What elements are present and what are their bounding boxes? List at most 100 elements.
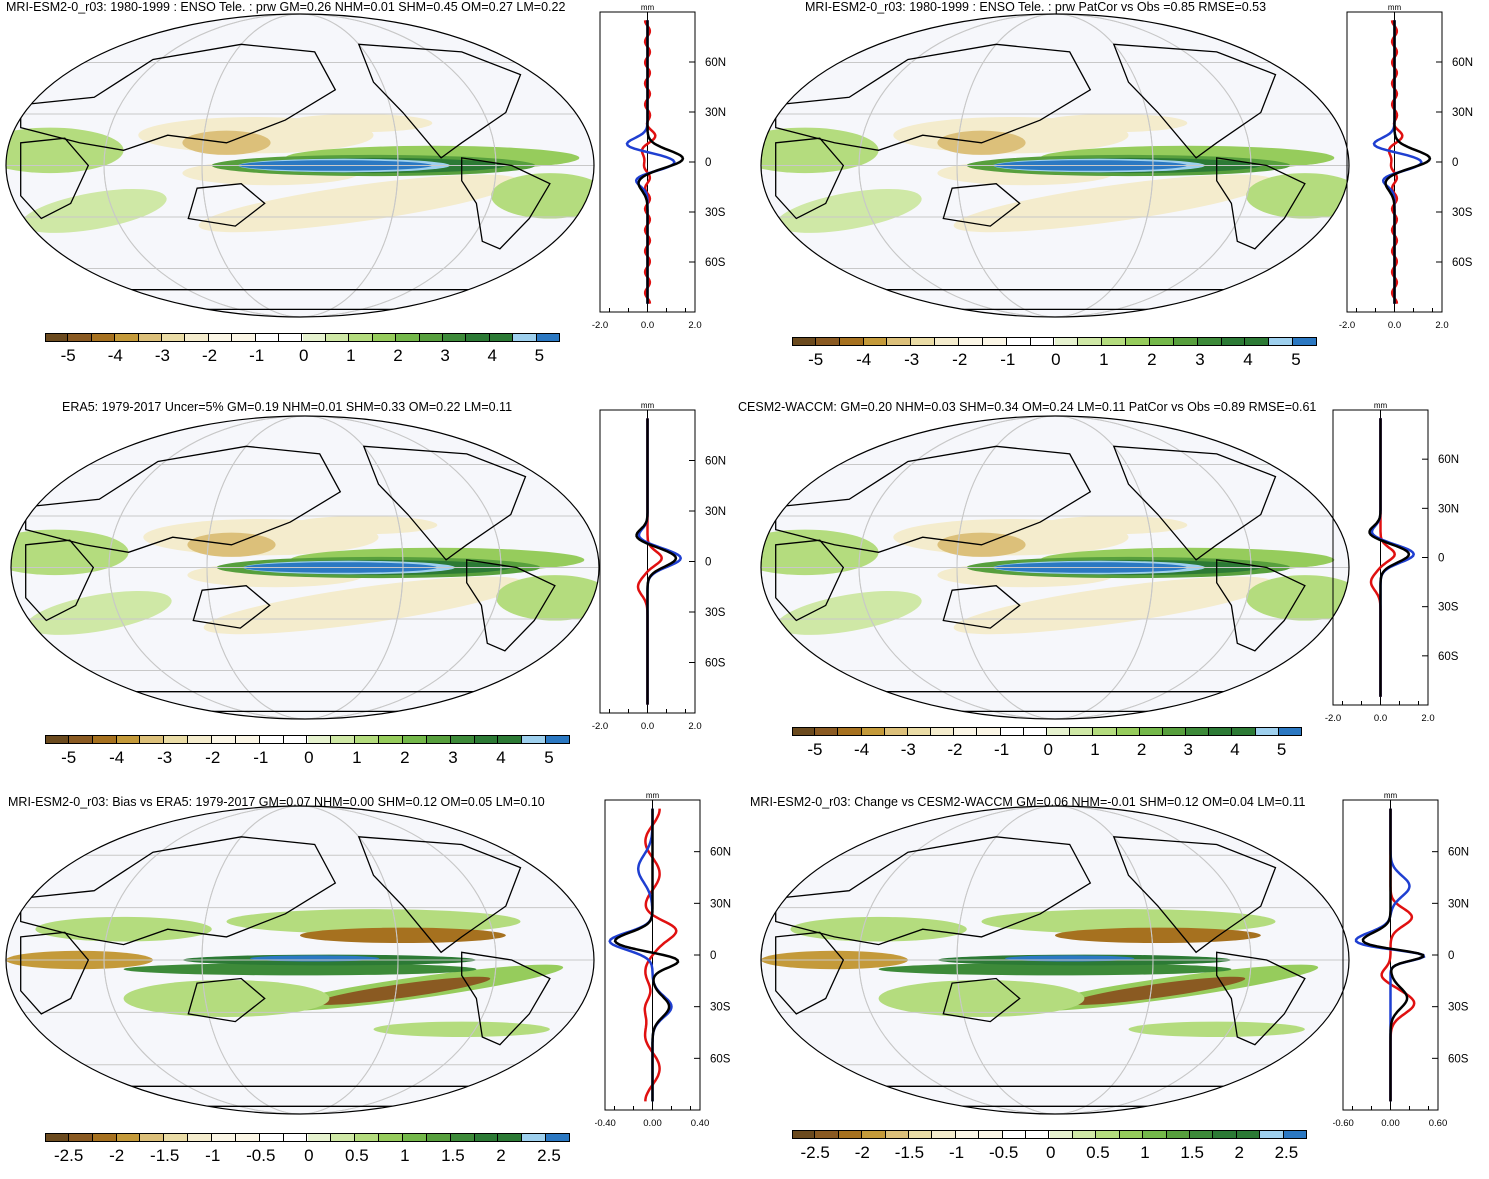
colorbar-label: 0 — [1046, 1143, 1056, 1162]
x-tick-label: 0.0 — [641, 721, 654, 732]
colorbar-label: 2 — [496, 1146, 506, 1165]
obs-profile-line — [1369, 418, 1396, 697]
colorbar-swatch — [1186, 727, 1210, 736]
colorbar-label: -0.5 — [246, 1146, 276, 1165]
coastline-north-america — [362, 445, 527, 561]
coastline-eurasia — [20, 836, 337, 946]
lat-tick-label: 0 — [705, 157, 711, 169]
lat-tick-label: 60N — [705, 57, 726, 69]
colorbar-frame — [45, 735, 570, 744]
obs-profile-line — [1380, 808, 1416, 1102]
colorbar-swatch — [792, 1130, 816, 1139]
zonal-mean-profile: mm -2.0 0.0 2.0 60N 30N 0 30S 60S — [592, 3, 726, 331]
colorbar-swatch — [466, 333, 490, 342]
colorbar-swatch — [1049, 1130, 1073, 1139]
coastline-south-america — [1216, 559, 1306, 652]
colorbar-swatch — [474, 1133, 499, 1142]
colorbar-swatch — [954, 727, 978, 736]
colorbar-swatch — [379, 735, 403, 744]
coastline-eurasia — [20, 43, 337, 151]
zonal-mean-profile: mm -2.0 0.0 2.0 60N 30N 0 30S 60S — [1325, 401, 1459, 724]
colorbar-swatch — [419, 333, 443, 342]
colorbar-swatch — [138, 333, 163, 342]
colorbar-swatch — [1255, 727, 1279, 736]
anomaly-contour — [6, 127, 124, 174]
zonal-mean-profile: mm -0.40 0.00 0.40 60N 30N 0 30S 60S — [595, 791, 731, 1129]
colorbar-swatch — [498, 735, 523, 744]
coastline-south-america — [1216, 157, 1306, 250]
colorbar-swatch — [1232, 727, 1256, 736]
colorbar-label: 3 — [448, 748, 458, 767]
colorbar-swatch — [164, 1133, 189, 1142]
longitude-line — [201, 806, 399, 1114]
colorbar-label: -2.5 — [800, 1143, 830, 1162]
graticule — [6, 14, 594, 317]
mean-profile-line — [1361, 808, 1425, 1102]
lat-tick-label: 30N — [710, 898, 731, 910]
x-tick-label: 2.0 — [1435, 320, 1448, 331]
lat-tick-label: 60N — [1448, 847, 1469, 859]
colorbar-swatch — [208, 333, 233, 342]
colorbar-label: -2 — [854, 1143, 870, 1162]
longitude-line — [201, 14, 399, 317]
colorbar-label: 2 — [393, 346, 403, 365]
colorbar-swatch — [1002, 1130, 1027, 1139]
x-tick-label: 2.0 — [688, 721, 701, 732]
mean-profile-line — [1368, 418, 1411, 697]
colorbar-label: -2 — [201, 346, 218, 365]
colorbar-label: -4 — [109, 748, 125, 767]
anomaly-contour — [1005, 955, 1135, 962]
world-map — [760, 13, 1350, 318]
colorbar-label: 3 — [440, 346, 450, 365]
anomaly-contour — [761, 127, 879, 174]
colorbar-swatch — [909, 1130, 933, 1139]
anomaly-contour — [878, 980, 1085, 1017]
anomaly-contour — [761, 529, 879, 576]
lat-tick-label: 30S — [1448, 1002, 1469, 1014]
longitude-line — [103, 14, 497, 317]
colorbar-label: 0 — [299, 346, 309, 365]
colorbar-label: -2 — [952, 350, 968, 369]
lat-tick-label: 30S — [1438, 602, 1459, 614]
colorbar-swatch — [1209, 727, 1233, 736]
x-tick-label: 0.00 — [643, 1118, 662, 1129]
colorbar-label: 2.5 — [537, 1146, 561, 1165]
colorbar-swatch — [815, 1130, 839, 1139]
colorbar-swatch — [140, 1133, 165, 1142]
colorbar-label: 4 — [487, 346, 497, 365]
graticule — [761, 416, 1349, 719]
panel-title: CESM2-WACCM: GM=0.20 NHM=0.03 SHM=0.34 O… — [738, 400, 1317, 414]
colorbar-label: -5 — [60, 346, 76, 365]
colorbar-swatch — [887, 337, 912, 346]
colorbar-swatch — [325, 333, 350, 342]
colorbar-swatch — [349, 333, 373, 342]
zonal-mean-profile: mm -2.0 0.0 2.0 60N 30N 0 30S 60S — [1339, 3, 1473, 331]
colorbar-label: -4 — [854, 740, 870, 759]
colorbar-swatch — [885, 1130, 910, 1139]
colorbar-swatch — [426, 735, 451, 744]
world-map — [5, 805, 595, 1115]
colorbar-swatch — [91, 333, 116, 342]
colorbar-label: -2.5 — [53, 1146, 84, 1165]
x-tick-label: -2.0 — [592, 721, 608, 732]
colorbar-label: 1 — [1099, 350, 1109, 369]
colorbar-label: 5 — [534, 346, 545, 365]
colorbar-label: 1 — [346, 346, 356, 365]
coastline-eurasia — [775, 43, 1092, 151]
colorbar-label: -2 — [947, 740, 963, 759]
colorbar-swatch — [1006, 337, 1031, 346]
anomaly-contour — [290, 515, 438, 535]
colorbar-label: -3 — [157, 748, 173, 767]
graticule — [6, 806, 594, 1114]
colorbar-swatch — [302, 333, 326, 342]
colorbar-swatch — [1162, 727, 1187, 736]
anomaly-contour — [1246, 575, 1349, 621]
lat-tick-label: 30S — [705, 607, 726, 619]
colorbar-swatch — [884, 727, 908, 736]
anomaly-contour — [123, 980, 330, 1017]
panel-4: CESM2-WACCM: GM=0.20 NHM=0.03 SHM=0.34 O… — [738, 392, 1489, 781]
colorbar-label: 2 — [1136, 740, 1147, 759]
colorbar-swatch — [185, 333, 209, 342]
colorbar-label: -5 — [808, 350, 824, 369]
colorbar-label: -1 — [1000, 350, 1016, 369]
